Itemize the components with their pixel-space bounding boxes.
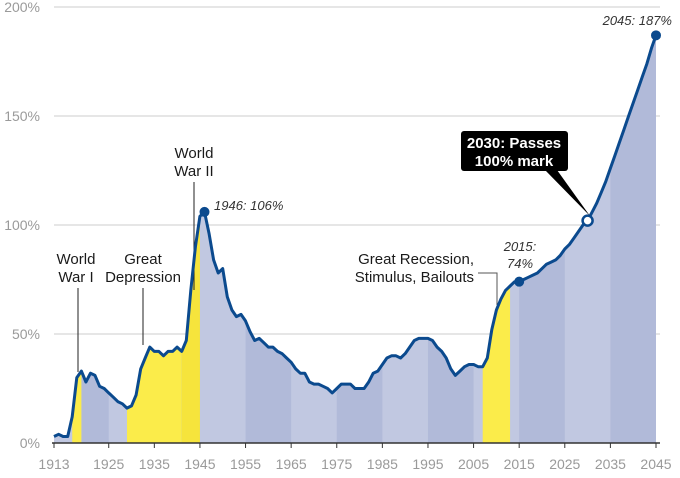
- x-tick-label: 2005: [458, 456, 489, 472]
- callout-2030-text: 2030: Passes 100% mark: [467, 135, 561, 170]
- marker-2015: [514, 276, 525, 287]
- x-tick-label: 1995: [412, 456, 443, 472]
- marker-2045: [651, 30, 661, 41]
- x-tick-label: 1925: [93, 456, 124, 472]
- x-tick-label: 2025: [549, 456, 580, 472]
- y-tick-labels: 0% 50% 100% 150% 200%: [4, 0, 40, 451]
- annotation-2045-end: 2045: 187%: [602, 13, 672, 28]
- callout-2030: 2030: Passes 100% mark: [461, 131, 590, 216]
- y-tick-label: 0%: [20, 435, 40, 451]
- y-tick-label: 150%: [4, 108, 40, 124]
- x-tick-label: 1975: [321, 456, 352, 472]
- x-tick-label: 1955: [230, 456, 261, 472]
- x-tick-label: 1985: [367, 456, 398, 472]
- x-tick-label: 1965: [276, 456, 307, 472]
- marker-2030: [581, 214, 594, 227]
- x-tick-label: 1935: [139, 456, 170, 472]
- annotation-ww2: World War II: [174, 145, 213, 180]
- leader-line: [478, 272, 498, 305]
- x-tick-label: 1913: [38, 456, 69, 472]
- x-tick-label: 2035: [595, 456, 626, 472]
- x-tick-label: 2045: [640, 456, 671, 472]
- y-tick-label: 100%: [4, 217, 40, 233]
- annotation-2015-point: 2015: 74%: [503, 239, 537, 271]
- x-tick-labels: 1913 1925 1935 1945 1955 1965 1975 1985 1995 2005…: [38, 443, 672, 472]
- annotation-1946-peak: 1946: 106%: [214, 198, 283, 213]
- annotation-great-depression: Great Depression: [105, 251, 181, 286]
- x-tick-label: 2015: [504, 456, 535, 472]
- debt-line: [53, 34, 658, 438]
- y-tick-label: 50%: [12, 326, 40, 342]
- y-tick-label: 200%: [4, 0, 40, 15]
- annotation-ww1: World War I: [57, 251, 96, 286]
- annotation-great-recession: Great Recession, Stimulus, Bailouts: [355, 251, 474, 286]
- x-tick-label: 1945: [184, 456, 215, 472]
- decade-band: [610, 35, 656, 443]
- markers: [199, 30, 661, 287]
- marker-1946: [199, 206, 210, 217]
